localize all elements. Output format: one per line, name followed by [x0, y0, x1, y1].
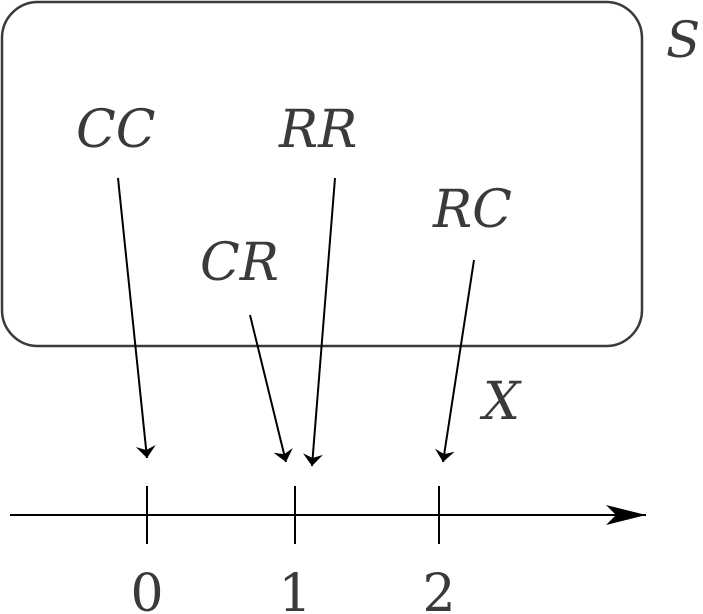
- random-variable-label: X: [479, 372, 522, 432]
- arrow-cr-to-1: [249, 314, 293, 463]
- outcome-rr-label: RR: [278, 100, 357, 160]
- outcome-cc-label: CC: [76, 100, 156, 160]
- sample-space-label: S: [666, 11, 700, 69]
- tick-label-0: 0: [130, 564, 163, 614]
- arrow-cc-to-0: [117, 177, 156, 459]
- outcome-rc-label: RC: [432, 180, 512, 240]
- sample-space-box: [0, 0, 644, 348]
- tick-label-2: 2: [422, 564, 455, 614]
- arrow-rr-to-1: [302, 177, 336, 467]
- arrow-rc-to-2: [434, 259, 475, 463]
- tick-label-1: 1: [278, 564, 311, 614]
- outcome-cr-label: CR: [200, 233, 279, 293]
